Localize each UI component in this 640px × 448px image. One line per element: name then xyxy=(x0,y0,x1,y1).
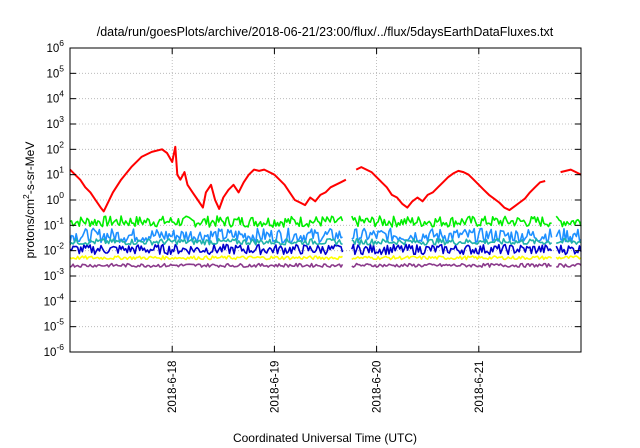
y-tick-label: 100 xyxy=(46,190,64,207)
y-tick-label: 104 xyxy=(46,89,64,106)
y-tick-label: 10-6 xyxy=(44,342,65,359)
x-tick-label: 2018-6-20 xyxy=(372,361,384,413)
y-tick-label: 105 xyxy=(46,63,64,80)
series-line xyxy=(69,243,582,256)
y-tick-label: 106 xyxy=(46,38,64,55)
y-axis-ticks: 10-6 10-5 10-4 10-3 10-2 10-1 100 101 102 103 104 1… xyxy=(44,38,65,359)
y-tick-label: 101 xyxy=(46,165,64,182)
series-line xyxy=(69,145,582,213)
tick-marks xyxy=(70,47,581,353)
series-line xyxy=(69,238,582,246)
series-line xyxy=(69,215,582,228)
y-tick-label: 10-1 xyxy=(44,215,65,232)
x-axis-label: Coordinated Universal Time (UTC) xyxy=(233,431,417,445)
y-tick-label: 10-4 xyxy=(44,291,65,308)
x-axis-ticks: 2018-6-18 2018-6-19 2018-6-20 2018-6-21 xyxy=(167,361,486,413)
series-line xyxy=(69,255,582,261)
y-tick-label: 10-5 xyxy=(44,317,65,334)
y-tick-label: 10-3 xyxy=(44,266,65,283)
chart-title: /data/run/goesPlots/archive/2018-06-21/2… xyxy=(97,25,554,39)
y-tick-label: 102 xyxy=(46,139,64,156)
x-tick-label: 2018-6-19 xyxy=(269,361,281,413)
y-tick-label: 103 xyxy=(46,114,64,131)
data-series xyxy=(69,145,582,268)
x-tick-label: 2018-6-21 xyxy=(474,361,486,413)
x-tick-label: 2018-6-18 xyxy=(167,361,179,413)
y-axis-label: protons/cm2-s-sr-MeV xyxy=(21,142,37,259)
grid-lines xyxy=(70,48,581,352)
y-tick-label: 10-2 xyxy=(44,241,65,258)
series-line xyxy=(69,262,582,268)
